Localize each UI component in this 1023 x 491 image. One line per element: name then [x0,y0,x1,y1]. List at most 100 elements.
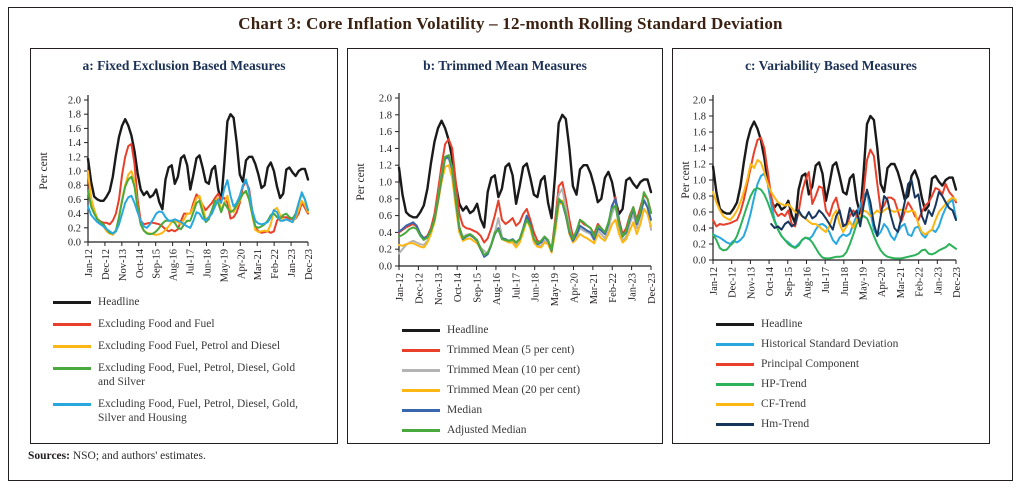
svg-text:May-19: May-19 [550,273,561,306]
svg-text:0.2: 0.2 [68,223,81,234]
svg-text:1.2: 1.2 [693,160,706,171]
svg-text:1.6: 1.6 [693,128,706,139]
sources-label: Sources: [28,450,70,462]
svg-text:2.0: 2.0 [379,94,392,105]
svg-text:2.0: 2.0 [693,96,706,107]
legend-item: Median [402,403,580,417]
svg-text:Aug-16: Aug-16 [492,273,503,305]
svg-text:Dec-12: Dec-12 [728,267,739,298]
legend-line-swatch [402,349,440,352]
svg-text:Dec-23: Dec-23 [647,273,658,304]
line-chart-fixed-exclusion: 0.0 0.2 0.4 0.6 0.8 1.0 1.2 1.4 1.6 1.8 2.0 Jan-12 D… [38,95,315,282]
svg-text:Oct-14: Oct-14 [135,248,146,278]
svg-text:0.2: 0.2 [379,245,392,256]
legend-item: Excluding Food, Fuel, Petrol, Diesel, Go… [53,397,298,425]
svg-text:0.2: 0.2 [693,240,706,251]
svg-text:0.6: 0.6 [693,208,706,219]
svg-text:Per cent: Per cent [680,161,692,199]
legend-item: Excluding Food Fuel, Petrol and Diesel [53,339,298,353]
svg-text:Feb-22: Feb-22 [915,267,926,297]
sources-note: Sources: NSO; and authors' estimates. [28,450,206,462]
svg-text:0.0: 0.0 [68,238,81,249]
legend-label: Historical Standard Deviation [761,338,899,350]
svg-text:Aug-16: Aug-16 [802,267,813,299]
legend-label: Headline [761,318,803,330]
svg-text:0.4: 0.4 [379,228,393,239]
svg-text:Jan-12: Jan-12 [84,249,95,277]
chart-title: Chart 3: Core Inflation Volatility – 12-… [238,14,783,33]
legend-item: Excluding Food, Fuel, Petrol, Diesel, Go… [53,361,298,389]
svg-text:May-19: May-19 [219,249,230,282]
svg-text:Sep-15: Sep-15 [152,249,163,279]
svg-text:1.4: 1.4 [379,144,393,155]
legend-label: Median [447,404,483,416]
legend-item: Headline [402,323,580,337]
panel-variability: c: Variability Based Measures 0.0 0.2 0.4 0… [672,48,990,444]
svg-text:Jan-12: Jan-12 [709,267,720,295]
legend-label: Hm-Trend [761,418,810,430]
legend-line-swatch [716,423,754,426]
svg-text:Per cent: Per cent [355,163,367,201]
panel-fixed-exclusion: a: Fixed Exclusion Based Measures 0.0 0.2… [30,48,338,444]
svg-text:Mar-21: Mar-21 [896,267,907,298]
svg-text:Dec-12: Dec-12 [101,249,112,280]
legend-line-swatch [716,343,754,346]
svg-text:Nov-13: Nov-13 [746,267,757,299]
legend-label: Excluding Food, Fuel, Petrol, Diesel, Go… [98,398,298,424]
svg-text:0.6: 0.6 [68,195,81,206]
svg-text:0.8: 0.8 [379,194,392,205]
legend-label: Trimmed Mean (20 per cent) [447,384,581,396]
svg-text:Feb-22: Feb-22 [270,249,281,279]
legend-label: Trimmed Mean (5 per cent) [447,344,575,356]
legend-line-swatch [716,383,754,386]
legend-line-swatch [716,363,754,366]
legend-item: Excluding Food and Fuel [53,317,298,331]
legend-item: Headline [716,317,898,331]
svg-text:Dec-12: Dec-12 [414,273,425,304]
legend-label: Adjusted Median [447,424,527,436]
legend-line-swatch [53,403,91,406]
svg-text:1.8: 1.8 [693,112,706,123]
svg-text:0.8: 0.8 [68,181,81,192]
legend-item: Trimmed Mean (20 per cent) [402,383,580,397]
legend-item: Adjusted Median [402,423,580,437]
svg-text:Jul-17: Jul-17 [821,267,832,293]
svg-text:Oct-14: Oct-14 [765,266,776,296]
svg-text:Nov-13: Nov-13 [434,273,445,305]
legend-line-swatch [402,369,440,372]
svg-text:Apr-20: Apr-20 [877,267,888,297]
legend-label: CF-Trend [761,398,806,410]
legend-line-swatch [402,409,440,412]
svg-text:Jan-12: Jan-12 [395,273,406,301]
panel-a-title: a: Fixed Exclusion Based Measures [82,58,286,73]
legend-line-swatch [402,429,440,432]
legend-label: Principal Component [761,358,860,370]
legend-item: Historical Standard Deviation [716,337,898,351]
legend-line-swatch [716,403,754,406]
svg-text:Jan-23: Jan-23 [933,267,944,295]
legend-item: Principal Component [716,357,898,371]
svg-text:Oct-14: Oct-14 [453,272,464,302]
svg-text:Sep-15: Sep-15 [473,273,484,303]
svg-text:1.4: 1.4 [693,144,707,155]
svg-text:Per cent: Per cent [38,152,50,190]
svg-text:0.4: 0.4 [693,224,707,235]
legend-variability: Headline Historical Standard Deviation Pri… [716,317,898,431]
svg-text:Jun-18: Jun-18 [202,249,213,278]
svg-text:0.8: 0.8 [693,192,706,203]
svg-text:May-19: May-19 [859,267,870,300]
svg-text:Apr-20: Apr-20 [569,273,580,303]
svg-text:1.2: 1.2 [68,152,81,163]
sources-text: NSO; and authors' estimates. [69,450,206,462]
svg-text:Jan-23: Jan-23 [287,249,298,277]
legend-item: CF-Trend [716,397,898,411]
svg-text:Mar-21: Mar-21 [253,249,264,280]
svg-text:0.0: 0.0 [379,262,392,273]
svg-text:0.4: 0.4 [68,209,82,220]
svg-text:0.0: 0.0 [693,256,706,267]
svg-text:Jun-18: Jun-18 [840,267,851,296]
panel-trimmed-mean: b: Trimmed Mean Measures 0.0 0.2 0.4 0.6 0.8… [347,48,663,444]
svg-text:Aug-16: Aug-16 [169,249,180,281]
svg-text:0.6: 0.6 [379,211,392,222]
